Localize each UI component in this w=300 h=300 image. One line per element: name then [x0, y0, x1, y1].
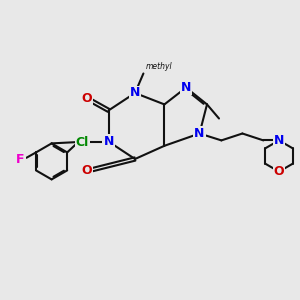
Text: O: O [82, 164, 92, 178]
Text: N: N [274, 134, 284, 147]
Text: methyl: methyl [146, 61, 172, 70]
Text: N: N [103, 135, 114, 148]
Text: N: N [130, 86, 140, 100]
Text: O: O [274, 165, 284, 178]
Text: N: N [181, 81, 191, 94]
Text: O: O [82, 92, 92, 105]
Text: F: F [16, 153, 25, 166]
Text: N: N [194, 127, 205, 140]
Text: Cl: Cl [76, 136, 89, 149]
